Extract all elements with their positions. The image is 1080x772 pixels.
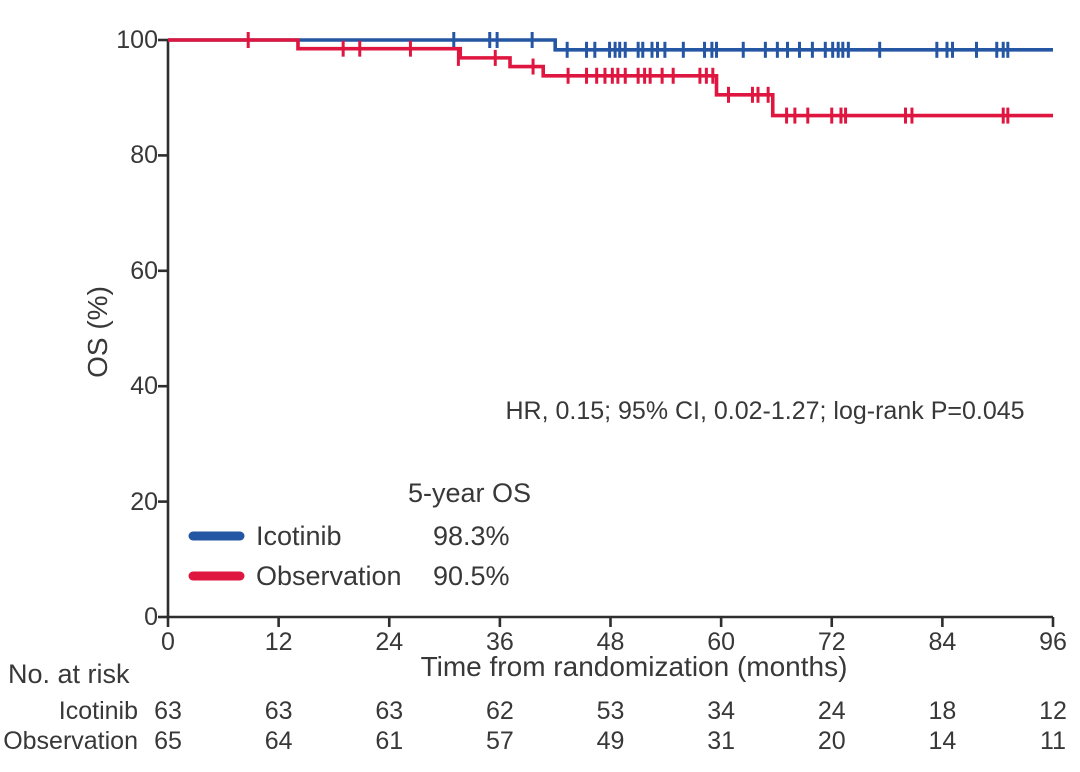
y-tick-label: 80 bbox=[130, 141, 158, 170]
risk-count: 14 bbox=[928, 727, 957, 755]
x-tick-label: 60 bbox=[707, 628, 736, 656]
risk-count: 20 bbox=[817, 727, 846, 755]
legend-label-icotinib: Icotinib bbox=[256, 521, 342, 551]
y-tick-label: 40 bbox=[130, 372, 158, 401]
x-tick-label: 12 bbox=[264, 628, 293, 656]
risk-count: 61 bbox=[375, 727, 404, 755]
legend-label-observation: Observation bbox=[256, 561, 402, 591]
legend-header: 5-year OS bbox=[408, 478, 532, 508]
survival-curve-icotinib bbox=[168, 38, 1053, 52]
x-tick-label: 72 bbox=[817, 628, 846, 656]
risk-count: 49 bbox=[596, 727, 625, 755]
x-tick-label: 36 bbox=[485, 628, 514, 656]
y-tick-label: 100 bbox=[116, 26, 158, 54]
risk-count: 53 bbox=[596, 697, 625, 725]
x-tick-label: 48 bbox=[596, 628, 625, 656]
hr-annotation: HR, 0.15; 95% CI, 0.02-1.27; log-rank P=… bbox=[505, 397, 1025, 425]
risk-count: 63 bbox=[154, 697, 182, 725]
y-tick-label: 20 bbox=[130, 487, 158, 516]
survival-curve-observation bbox=[168, 38, 1053, 118]
risk-row-label-icotinib: Icotinib bbox=[58, 697, 138, 725]
y-tick-label: 60 bbox=[130, 256, 158, 285]
risk-count: 12 bbox=[1039, 697, 1067, 725]
x-tick-label: 96 bbox=[1039, 628, 1067, 656]
legend-value-icotinib: 98.3% bbox=[433, 521, 510, 551]
x-tick-label: 84 bbox=[928, 628, 957, 656]
risk-count: 63 bbox=[264, 697, 293, 725]
risk-count: 31 bbox=[707, 727, 736, 755]
legend-value-observation: 90.5% bbox=[433, 561, 510, 591]
y-tick-label: 0 bbox=[144, 603, 158, 631]
risk-row-label-observation: Observation bbox=[3, 727, 138, 755]
x-tick-label: 0 bbox=[161, 628, 175, 656]
x-tick-label: 24 bbox=[375, 628, 404, 656]
y-axis-title: OS (%) bbox=[82, 286, 113, 378]
risk-count: 11 bbox=[1040, 727, 1066, 755]
risk-count: 62 bbox=[485, 697, 514, 725]
risk-count: 18 bbox=[928, 697, 957, 725]
risk-count: 34 bbox=[707, 697, 736, 725]
risk-count: 24 bbox=[817, 697, 846, 725]
x-axis-title: Time from randomization (months) bbox=[420, 651, 848, 682]
risk-count: 63 bbox=[375, 697, 404, 725]
risk-table-title: No. at risk bbox=[8, 659, 130, 689]
risk-count: 57 bbox=[485, 727, 514, 755]
risk-count: 65 bbox=[154, 727, 182, 755]
risk-count: 64 bbox=[264, 727, 293, 755]
